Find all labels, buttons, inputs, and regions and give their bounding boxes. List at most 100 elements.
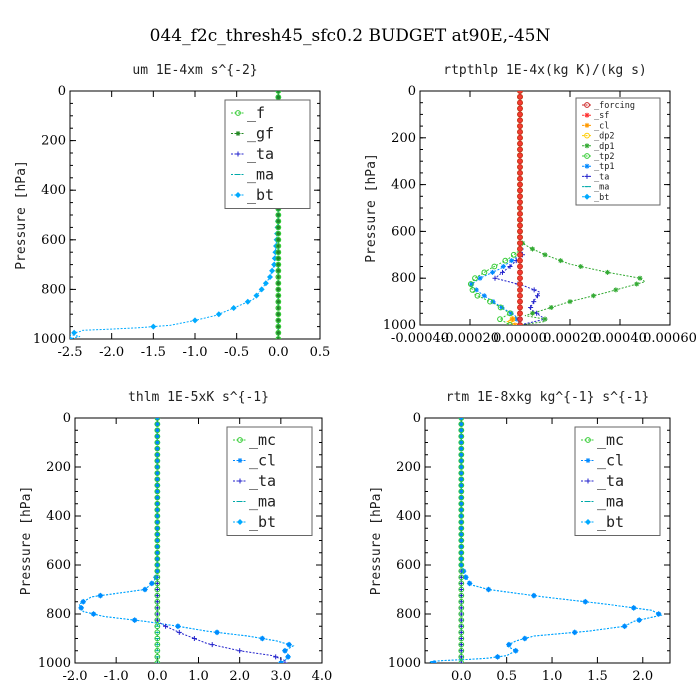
series-marker-cl	[458, 470, 464, 476]
series-marker-dp1	[548, 304, 554, 310]
x-tick-label: -2.0	[62, 669, 87, 684]
series-marker-cl	[154, 452, 160, 458]
series-marker-mc	[154, 482, 161, 489]
series-marker-sf	[517, 123, 523, 129]
legend-label: _ma	[247, 166, 274, 184]
series-marker-mc	[458, 623, 465, 630]
series-marker-cl	[154, 495, 160, 501]
series-marker-bt	[244, 298, 251, 305]
series-marker-mc	[154, 543, 161, 550]
series-marker-tp1	[481, 293, 487, 299]
series-marker-mc	[458, 464, 465, 470]
series-marker-cl	[154, 507, 160, 513]
series-marker-gf	[275, 249, 281, 255]
series-marker-cl	[458, 440, 464, 445]
series-marker-forcing	[517, 228, 523, 235]
x-tick-label: 0.5	[496, 669, 517, 684]
series-marker-cl	[458, 495, 464, 501]
x-tick-label: 0.0	[147, 669, 168, 684]
series-marker-sf	[517, 269, 523, 275]
series-marker-mc	[154, 506, 161, 513]
series-marker-sf	[517, 304, 523, 310]
series-marker-mc	[458, 482, 465, 489]
series-marker-cl	[458, 525, 464, 531]
series-marker-forcing	[517, 292, 523, 299]
series-marker-bt	[267, 274, 273, 280]
x-tick-label: 0.00020	[543, 331, 597, 346]
series-marker-cl	[80, 599, 86, 605]
series-marker-mc	[458, 629, 465, 636]
y-tick-label: 1000	[38, 656, 71, 671]
series-marker-forcing	[517, 298, 523, 305]
page-title: 044_f2c_thresh45_sfc0.2 BUDGET at90E,-45…	[150, 26, 551, 46]
series-marker-forcing	[517, 99, 523, 106]
chart-title: rtpthlp 1E-4x(kg K)/(kg s)	[443, 63, 647, 78]
series-marker-mc	[458, 418, 465, 421]
series-marker-gf	[275, 311, 281, 317]
series-marker-sf	[517, 293, 523, 299]
series-marker-mc	[458, 617, 465, 624]
series-marker-forcing	[517, 316, 523, 323]
series-marker-forcing	[517, 117, 523, 124]
series-marker-forcing	[517, 170, 523, 176]
series-marker-tp1	[509, 258, 515, 264]
series-marker-cl	[154, 427, 160, 433]
legend-marker	[584, 163, 590, 169]
series-marker-dp1	[578, 264, 584, 269]
series-marker-gf	[275, 299, 281, 305]
series-marker-mc	[154, 629, 161, 636]
series-marker-bt	[271, 261, 278, 268]
x-tick-label: -2.0	[99, 345, 124, 360]
legend: _mc _cl _ta _ma _bt	[226, 426, 313, 536]
legend-marker	[585, 458, 591, 463]
y-axis-label: Pressure [hPa]	[19, 486, 34, 596]
series-marker-mc	[154, 451, 161, 458]
y-tick-label: 200	[46, 460, 71, 475]
series-marker-f	[275, 267, 282, 274]
chart-title: um 1E-4xm s^{-2}	[132, 63, 257, 78]
series-marker-cl	[458, 433, 464, 439]
legend-label: _bt	[594, 193, 609, 203]
legend-label: _sf	[594, 111, 609, 121]
legend-label: _ta	[597, 472, 624, 490]
x-tick-label: 3.0	[270, 669, 291, 684]
series-marker-gf	[275, 280, 281, 286]
series-marker-mc	[458, 451, 465, 458]
legend-label: _bt	[249, 513, 276, 531]
series-marker-mc	[154, 494, 161, 501]
legend-marker	[585, 437, 591, 443]
series-marker-ta	[535, 293, 540, 299]
series-marker-mc	[154, 488, 161, 495]
legend-marker	[237, 478, 243, 484]
series-marker-cl	[154, 513, 160, 519]
series-marker-cl	[132, 617, 138, 623]
series-marker-mc	[154, 457, 161, 464]
series-marker-mc	[154, 418, 161, 421]
series-marker-cl	[513, 648, 519, 654]
series-marker-tp2	[507, 310, 513, 317]
series-marker-tp1	[469, 281, 475, 287]
x-tick-label: 2.0	[632, 669, 653, 684]
y-axis-label: Pressure [hPa]	[14, 160, 29, 270]
series-marker-cl	[154, 568, 160, 574]
series-marker-f	[275, 292, 282, 299]
series-marker-f	[275, 249, 282, 256]
series-marker-mc	[154, 537, 161, 544]
series-marker-mc	[154, 464, 161, 470]
series-marker-mc	[154, 531, 161, 538]
chart-panel-3: thlm 1E-5xK s^{-1} Pressure [hPa] 0 200 400 6…	[19, 390, 332, 684]
series-marker-sf	[517, 135, 523, 141]
legend-marker	[584, 112, 590, 118]
series-marker-sf	[517, 147, 523, 152]
legend: _mc _cl _ta _ma _bt	[574, 426, 661, 536]
series-marker-sf	[517, 310, 523, 316]
series-marker-mc	[458, 611, 465, 617]
series-marker-ta	[273, 654, 279, 660]
series-marker-cl	[154, 538, 160, 543]
series-marker-mc	[458, 549, 465, 556]
series-marker-forcing	[517, 222, 523, 229]
legend-marker	[584, 122, 590, 128]
series-marker-cl	[142, 587, 148, 592]
legend-label: _gf	[247, 125, 274, 143]
series-marker-sf	[517, 117, 523, 123]
